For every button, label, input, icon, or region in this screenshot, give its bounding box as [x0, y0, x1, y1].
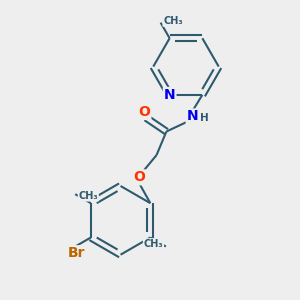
Text: H: H — [200, 113, 208, 123]
Text: O: O — [139, 105, 150, 119]
Text: O: O — [133, 170, 145, 184]
Text: N: N — [187, 110, 198, 124]
Text: CH₃: CH₃ — [144, 239, 163, 249]
Text: N: N — [164, 88, 176, 102]
Text: Br: Br — [67, 246, 85, 260]
Text: CH₃: CH₃ — [79, 191, 98, 201]
Text: CH₃: CH₃ — [163, 16, 183, 26]
